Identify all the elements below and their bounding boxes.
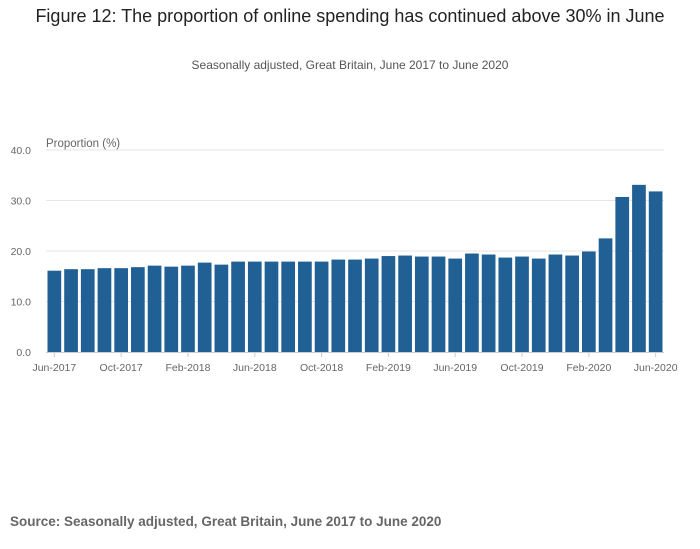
bars <box>47 184 663 352</box>
x-tick-label: Feb-2019 <box>366 362 411 374</box>
bar-jun-2017[interactable] <box>47 270 62 352</box>
y-tick-label: 30.0 <box>11 196 32 208</box>
x-tick-label: Oct-2019 <box>500 362 543 374</box>
x-tick-label: Oct-2017 <box>100 362 143 374</box>
bar-feb-2019[interactable] <box>381 256 396 352</box>
bar-aug-2018[interactable] <box>281 261 296 352</box>
bar-jan-2018[interactable] <box>164 266 179 352</box>
bar-mar-2018[interactable] <box>197 262 212 352</box>
source-note: Source: Seasonally adjusted, Great Brita… <box>10 514 442 529</box>
bar-aug-2019[interactable] <box>481 254 496 352</box>
y-tick-label: 20.0 <box>11 246 32 258</box>
bar-may-2019[interactable] <box>431 256 446 352</box>
bar-jul-2018[interactable] <box>264 261 279 352</box>
bar-oct-2018[interactable] <box>314 261 329 352</box>
y-tick-label: 10.0 <box>11 297 32 309</box>
bar-jun-2018[interactable] <box>247 261 262 352</box>
bar-may-2020[interactable] <box>632 184 646 352</box>
bar-apr-2020[interactable] <box>615 196 630 352</box>
bar-jan-2020[interactable] <box>565 255 579 352</box>
chart-subtitle: Seasonally adjusted, Great Britain, June… <box>191 58 509 72</box>
bar-sep-2018[interactable] <box>298 261 312 352</box>
bar-nov-2019[interactable] <box>531 258 546 352</box>
bar-aug-2017[interactable] <box>80 269 95 352</box>
bar-chart: 0.0 10.0 20.0 30.0 40.0 Jun-2017 Oct-2017 Feb-2… <box>11 138 678 374</box>
y-tick-label: 40.0 <box>11 145 32 157</box>
bar-jun-2020[interactable] <box>648 191 663 352</box>
bar-nov-2017[interactable] <box>131 267 145 352</box>
bar-nov-2018[interactable] <box>331 259 346 352</box>
bar-jul-2017[interactable] <box>64 269 78 352</box>
chart-title: Figure 12: The proportion of online spen… <box>35 6 665 26</box>
bar-oct-2017[interactable] <box>114 268 129 352</box>
bar-jan-2019[interactable] <box>364 258 379 352</box>
x-tick-label: Oct-2018 <box>300 362 343 374</box>
bar-sep-2017[interactable] <box>97 268 112 352</box>
x-tick-label: Jun-2017 <box>32 362 76 374</box>
bar-mar-2019[interactable] <box>398 255 412 352</box>
x-tick-label: Jun-2019 <box>433 362 477 374</box>
bar-sep-2019[interactable] <box>498 257 513 352</box>
bar-apr-2019[interactable] <box>414 256 429 352</box>
y-tick-label: 0.0 <box>16 347 31 359</box>
bar-feb-2018[interactable] <box>181 265 195 352</box>
x-tick-label: Feb-2018 <box>165 362 210 374</box>
x-tick-label: Jun-2018 <box>233 362 277 374</box>
bar-oct-2019[interactable] <box>515 256 529 352</box>
x-tick-label: Feb-2020 <box>566 362 611 374</box>
bar-jun-2019[interactable] <box>448 258 463 352</box>
bar-jul-2019[interactable] <box>465 253 479 352</box>
bar-apr-2018[interactable] <box>214 264 229 352</box>
x-tick-label: Jun-2020 <box>634 362 678 374</box>
bar-dec-2019[interactable] <box>548 254 563 352</box>
bar-dec-2018[interactable] <box>348 259 362 352</box>
bar-feb-2020[interactable] <box>581 251 596 352</box>
bar-dec-2017[interactable] <box>147 265 162 352</box>
bar-mar-2020[interactable] <box>598 238 613 352</box>
axes: 0.0 10.0 20.0 30.0 40.0 Jun-2017 Oct-2017 Feb-2… <box>11 145 678 374</box>
bar-may-2018[interactable] <box>231 261 245 352</box>
y-axis-label: Proportion (%) <box>46 138 120 150</box>
